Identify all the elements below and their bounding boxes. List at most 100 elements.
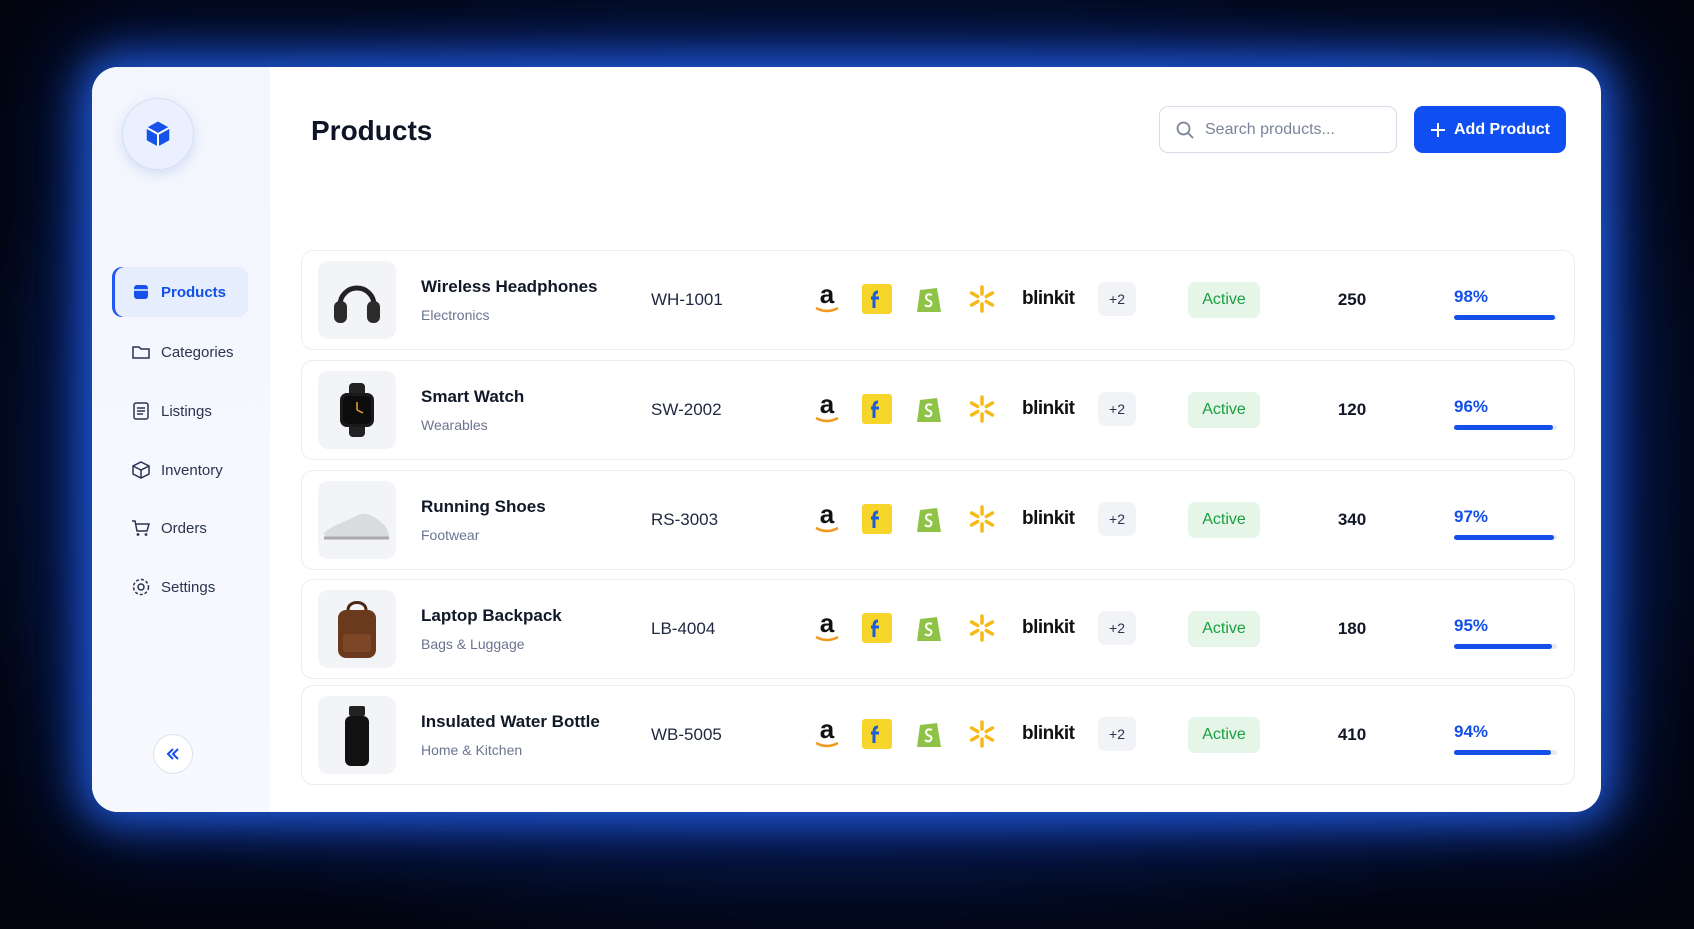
marketplace-logo-text: blinkit bbox=[1022, 508, 1075, 529]
walmart-logo bbox=[967, 719, 997, 754]
marketplace-logo-text: blinkit bbox=[1022, 723, 1075, 744]
product-category: Footwear bbox=[421, 527, 480, 543]
amazon-logo: a bbox=[812, 499, 842, 542]
stock: 340 bbox=[1337, 510, 1367, 529]
nav-label: Listings bbox=[161, 402, 212, 420]
shopify-logo bbox=[915, 502, 943, 539]
progress-fill bbox=[1454, 644, 1552, 649]
nav-item[interactable]: Orders bbox=[112, 503, 248, 553]
nav-item[interactable]: Inventory bbox=[112, 445, 248, 495]
product-image bbox=[318, 371, 396, 449]
status-badge: Active bbox=[1188, 611, 1260, 647]
more-marketplaces[interactable]: +2 bbox=[1098, 392, 1136, 426]
collapse-button[interactable] bbox=[153, 734, 193, 774]
product-category: Home & Kitchen bbox=[421, 742, 523, 758]
table-row: Smart Watch Wearables SW-2002 a blinkit +2 Act… bbox=[301, 360, 1575, 460]
more-marketplaces[interactable]: +2 bbox=[1098, 502, 1136, 536]
svg-text:a: a bbox=[820, 610, 835, 638]
logo bbox=[122, 98, 194, 170]
sidebar: Products Categories Listings Inventory Order… bbox=[92, 67, 270, 812]
more-marketplaces[interactable]: +2 bbox=[1098, 717, 1136, 751]
page-title: Products bbox=[311, 115, 433, 146]
nav-label: Inventory bbox=[161, 461, 223, 479]
completeness-label: 95% bbox=[1454, 616, 1489, 635]
search-box[interactable]: Search products... bbox=[1159, 106, 1397, 153]
progress-fill bbox=[1454, 750, 1551, 755]
svg-text:a: a bbox=[820, 716, 835, 744]
product-name: Running Shoes bbox=[421, 497, 546, 516]
amazon-logo: a bbox=[812, 714, 842, 757]
progress-track bbox=[1454, 425, 1557, 430]
nav-label: Products bbox=[161, 283, 227, 301]
product-category: Bags & Luggage bbox=[421, 636, 525, 652]
product-image bbox=[318, 696, 396, 774]
shopify-logo bbox=[915, 282, 943, 319]
stock: 250 bbox=[1337, 290, 1367, 309]
status-badge: Active bbox=[1188, 282, 1260, 318]
sku: WH-1001 bbox=[651, 290, 723, 309]
progress-fill bbox=[1454, 425, 1553, 430]
nav-label: Categories bbox=[161, 343, 234, 361]
more-marketplaces[interactable]: +2 bbox=[1098, 282, 1136, 316]
status-badge: Active bbox=[1188, 717, 1260, 753]
shopify-logo bbox=[915, 611, 943, 648]
svg-text:a: a bbox=[820, 501, 835, 529]
table-row: Wireless Headphones Electronics WH-1001 a bl… bbox=[301, 250, 1575, 350]
nav-item[interactable]: Listings bbox=[112, 386, 248, 436]
nav-item[interactable]: Categories bbox=[112, 327, 248, 377]
progress-track bbox=[1454, 535, 1557, 540]
flipkart-logo bbox=[862, 719, 892, 754]
app-window: Products Categories Listings Inventory Order… bbox=[92, 67, 1601, 812]
amazon-logo: a bbox=[812, 279, 842, 322]
sku: WB-5005 bbox=[651, 725, 722, 744]
search-placeholder: Search products... bbox=[1205, 120, 1335, 138]
svg-text:a: a bbox=[820, 281, 835, 309]
stock: 180 bbox=[1337, 619, 1367, 638]
progress-track bbox=[1454, 315, 1557, 320]
table-row: Laptop Backpack Bags & Luggage LB-4004 a bli… bbox=[301, 579, 1575, 679]
nav-item[interactable]: Products bbox=[112, 267, 248, 317]
walmart-logo bbox=[967, 504, 997, 539]
product-name: Insulated Water Bottle bbox=[421, 712, 600, 731]
progress-track bbox=[1454, 644, 1557, 649]
stock: 120 bbox=[1337, 400, 1367, 419]
progress-track bbox=[1454, 750, 1557, 755]
product-image bbox=[318, 481, 396, 559]
nav-label: Orders bbox=[161, 519, 207, 537]
table-row: Running Shoes Footwear RS-3003 a blinkit +2 Ac… bbox=[301, 470, 1575, 570]
completeness-label: 96% bbox=[1454, 397, 1489, 416]
flipkart-logo bbox=[862, 504, 892, 539]
progress-fill bbox=[1454, 315, 1555, 320]
shopify-logo bbox=[915, 717, 943, 754]
product-name: Smart Watch bbox=[421, 387, 525, 406]
walmart-logo bbox=[967, 613, 997, 648]
shopify-logo bbox=[915, 392, 943, 429]
button-label: Add Product bbox=[1454, 120, 1550, 138]
product-name: Wireless Headphones bbox=[421, 277, 598, 296]
product-category: Electronics bbox=[421, 307, 490, 323]
completeness-label: 98% bbox=[1454, 287, 1489, 306]
sku: RS-3003 bbox=[651, 510, 719, 529]
marketplace-logo-text: blinkit bbox=[1022, 288, 1075, 309]
flipkart-logo bbox=[862, 613, 892, 648]
svg-text:a: a bbox=[820, 391, 835, 419]
marketplace-logo-text: blinkit bbox=[1022, 398, 1075, 419]
walmart-logo bbox=[967, 284, 997, 319]
marketplace-logo-text: blinkit bbox=[1022, 617, 1075, 638]
sku: SW-2002 bbox=[651, 400, 722, 419]
stock: 410 bbox=[1337, 725, 1367, 744]
product-name: Laptop Backpack bbox=[421, 606, 562, 625]
add-product-button[interactable]: Add Product bbox=[1414, 106, 1566, 153]
amazon-logo: a bbox=[812, 608, 842, 651]
more-marketplaces[interactable]: +2 bbox=[1098, 611, 1136, 645]
completeness-label: 94% bbox=[1454, 722, 1489, 741]
flipkart-logo bbox=[862, 394, 892, 429]
table-row: Insulated Water Bottle Home & Kitchen WB-5… bbox=[301, 685, 1575, 785]
product-category: Wearables bbox=[421, 417, 488, 433]
nav-item[interactable]: Settings bbox=[112, 562, 248, 612]
sku: LB-4004 bbox=[651, 619, 716, 638]
amazon-logo: a bbox=[812, 389, 842, 432]
status-badge: Active bbox=[1188, 392, 1260, 428]
walmart-logo bbox=[967, 394, 997, 429]
